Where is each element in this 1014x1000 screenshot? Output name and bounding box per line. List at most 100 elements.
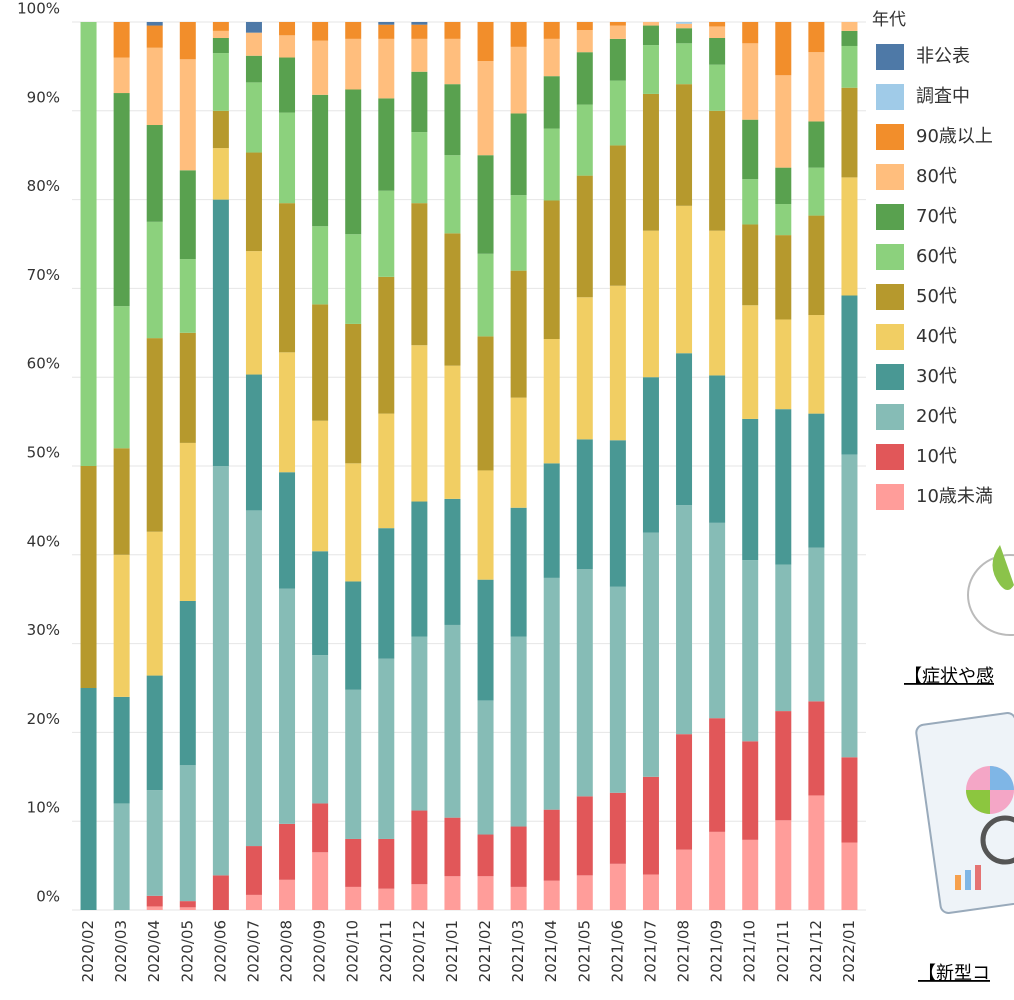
legend-label: 80代: [916, 166, 957, 187]
bar-segment: [808, 413, 825, 548]
bar-segment: [444, 38, 461, 85]
bar-segment: [775, 204, 792, 236]
bar-segment: [775, 319, 792, 410]
bar-segment: [444, 876, 461, 910]
bar-segment: [808, 701, 825, 796]
bar-segment: [808, 22, 825, 53]
x-tick-label: 2021/01: [443, 920, 461, 982]
x-tick-label: 2020/09: [311, 920, 329, 982]
bar-segment: [279, 57, 296, 113]
illustration-cloud: [967, 545, 1014, 636]
bar-segment: [742, 224, 759, 306]
legend-swatch: [876, 84, 904, 110]
legend-swatch: [876, 444, 904, 470]
bar-segment: [146, 675, 163, 791]
sidebar-link[interactable]: 【新型コ: [918, 963, 990, 984]
bar-segment: [808, 795, 825, 910]
bar-segment: [80, 466, 97, 688]
legend-label: 40代: [916, 326, 957, 347]
legend-label: 60代: [916, 246, 957, 267]
bar-segment: [312, 226, 329, 305]
bar-segment: [411, 884, 428, 910]
x-tick-label: 2020/08: [278, 920, 296, 982]
bar-segment: [642, 45, 659, 94]
bar-segment: [345, 234, 362, 324]
bar-segment: [179, 901, 196, 908]
bar-segment: [477, 876, 494, 910]
x-tick-label: 2020/10: [344, 920, 362, 982]
bar-segment: [808, 215, 825, 316]
bar-segment: [709, 522, 726, 719]
bar-segment: [642, 93, 659, 231]
x-tick-label: 2021/07: [641, 920, 659, 982]
bar-segment: [775, 820, 792, 910]
bar-segment: [709, 230, 726, 376]
bar-segment: [576, 52, 593, 105]
legend-label: 70代: [916, 206, 957, 227]
bar-segment: [378, 24, 395, 39]
bar-segment: [642, 776, 659, 875]
bar-segment: [378, 658, 395, 839]
y-tick-label: 40%: [27, 532, 60, 550]
bar-segment: [312, 40, 329, 95]
bar-segment: [841, 45, 858, 88]
legend-label: 90歳以上: [916, 126, 993, 147]
bar-segment: [576, 29, 593, 53]
x-tick-label: 2020/12: [410, 920, 428, 982]
bar-segment: [510, 270, 527, 398]
bar-segment: [245, 55, 262, 83]
bar-segment: [245, 22, 262, 33]
bar-segment: [676, 43, 693, 85]
bar-segment: [113, 93, 130, 307]
bar-segment: [179, 442, 196, 601]
y-tick-label: 0%: [36, 888, 60, 906]
bar-segment: [808, 547, 825, 702]
x-tick-label: 2021/05: [575, 920, 593, 982]
bar-segment: [279, 352, 296, 473]
bar-segment: [113, 57, 130, 94]
bar-segment: [576, 175, 593, 298]
legend-swatch: [876, 44, 904, 70]
legend-swatch: [876, 204, 904, 230]
bar-segment: [212, 199, 229, 466]
bar-segment: [676, 84, 693, 206]
bar-segment: [245, 374, 262, 511]
bar-segment: [378, 413, 395, 529]
bar-segment: [642, 25, 659, 46]
bar-segment: [775, 235, 792, 320]
bar-segment: [841, 30, 858, 46]
bar-segment: [609, 440, 626, 587]
bar-segment: [709, 37, 726, 65]
y-tick-label: 70%: [27, 266, 60, 284]
bar-segment: [841, 177, 858, 296]
bar-segment: [345, 886, 362, 910]
bar-segment: [444, 233, 461, 366]
bar-segment: [179, 59, 196, 171]
bar-segment: [345, 838, 362, 887]
bar-segment: [477, 61, 494, 156]
bar-segment: [808, 121, 825, 168]
sidebar-link[interactable]: 【症状や感: [904, 666, 994, 687]
x-tick-label: 2020/02: [79, 920, 97, 982]
x-tick-label: 2021/08: [675, 920, 693, 982]
bar-segment: [775, 409, 792, 565]
bar-segment: [477, 700, 494, 835]
bar-segment: [411, 636, 428, 811]
bar-segment: [411, 71, 428, 133]
bar-segment: [146, 125, 163, 222]
x-tick-label: 2021/02: [476, 920, 494, 982]
bar-segment: [543, 38, 560, 77]
bar-segment: [609, 586, 626, 793]
bar-segment: [576, 796, 593, 876]
bar-segment: [709, 64, 726, 111]
bar-segment: [378, 98, 395, 191]
bar-segment: [543, 200, 560, 340]
bar-segment: [345, 463, 362, 582]
bar-segment: [345, 689, 362, 839]
bar-segment: [245, 251, 262, 375]
illustration-report: [915, 712, 1014, 914]
bar-segment: [411, 24, 428, 39]
bar-segment: [378, 528, 395, 659]
x-tick-label: 2021/12: [807, 920, 825, 982]
legend-swatch: [876, 404, 904, 430]
